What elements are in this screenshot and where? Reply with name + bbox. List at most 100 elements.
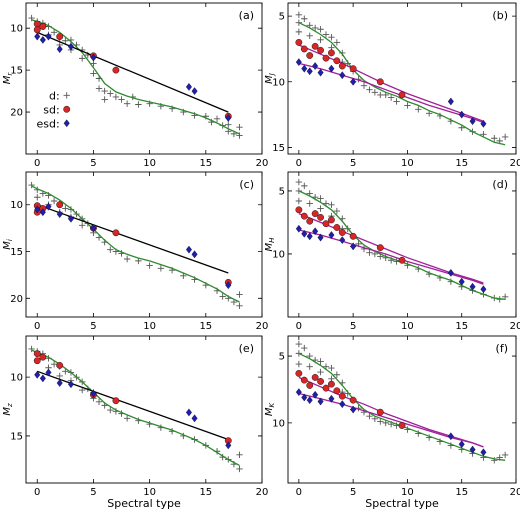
d-point	[213, 115, 221, 122]
esd-point	[301, 229, 308, 238]
sd-point	[333, 57, 341, 65]
d-point	[317, 195, 324, 202]
d-point	[317, 36, 324, 43]
d-point	[301, 182, 308, 190]
esd-point	[480, 119, 487, 128]
d-point	[295, 28, 303, 36]
d-point	[34, 194, 41, 201]
d-point	[317, 368, 324, 376]
sd-point	[56, 361, 64, 369]
sd-point	[311, 42, 319, 50]
sd-point	[39, 353, 47, 361]
esd-point	[447, 97, 454, 106]
esd-point	[185, 408, 192, 417]
d-point	[306, 32, 313, 40]
esd-point	[90, 389, 97, 398]
plot-area-f	[295, 340, 509, 464]
esd-point	[225, 281, 232, 290]
x-tick-label: 0	[34, 487, 40, 498]
legend-marker-plus	[63, 92, 70, 99]
esd-point	[191, 414, 198, 423]
d-point	[78, 55, 86, 62]
d-point	[95, 85, 103, 92]
legend-label: d:	[49, 89, 60, 102]
esd-point	[458, 110, 465, 119]
d-point	[135, 101, 142, 108]
d-point	[366, 412, 373, 420]
y-tick-label: 15	[10, 431, 23, 442]
esd-point	[185, 245, 192, 254]
sd-point	[376, 244, 384, 252]
sd-point	[376, 408, 384, 416]
panel-label: (d)	[492, 178, 508, 191]
esd-point	[306, 67, 313, 76]
y-axis-label: MK	[264, 401, 276, 416]
d-point	[219, 293, 226, 300]
d-point	[123, 255, 131, 263]
d-point	[236, 302, 243, 309]
esd-point	[469, 117, 476, 126]
axes-frame	[25, 171, 263, 318]
axes-frame	[287, 171, 517, 318]
x-tick-label: 0	[34, 158, 40, 169]
x-tick-label: 5	[350, 158, 356, 169]
esd-point	[185, 83, 192, 91]
esd-point	[295, 388, 302, 397]
sd-point	[376, 78, 384, 86]
d-point	[306, 363, 313, 370]
sd-point	[112, 229, 120, 237]
sd-point	[328, 380, 335, 388]
esd-point	[301, 64, 308, 73]
y-tick-label: 15	[272, 143, 285, 154]
x-tick-label: 10	[401, 158, 414, 169]
x-tick-label: 20	[510, 321, 520, 332]
x-tick-label: 10	[143, 321, 156, 332]
d-point	[67, 206, 75, 213]
d-point	[28, 181, 35, 189]
sd-point	[322, 220, 330, 228]
y-tick-label: 10	[10, 24, 23, 35]
esd-point	[317, 397, 324, 406]
panel-b: 0 5 10 15 20 5 10 15 (b) MJ	[264, 2, 520, 169]
y-tick-label: 10	[272, 249, 285, 260]
sd-point	[295, 370, 303, 377]
panel-label: (c)	[239, 178, 254, 191]
plot-area-e	[28, 345, 243, 473]
esd-point	[312, 390, 319, 399]
fit-line-sd_esd	[36, 370, 229, 441]
d-point	[501, 133, 509, 141]
sd-point	[328, 49, 335, 57]
sd-point	[33, 26, 41, 34]
esd-point	[350, 242, 357, 251]
x-tick-label: 10	[401, 321, 414, 332]
y-tick-label: 20	[10, 294, 23, 305]
d-point	[118, 96, 125, 103]
esd-point	[350, 405, 357, 414]
d-point	[123, 100, 131, 107]
sd-point	[349, 396, 357, 404]
esd-point	[90, 53, 97, 62]
x-tick-label: 20	[256, 321, 269, 332]
esd-point	[67, 214, 74, 223]
y-tick-label: 10	[10, 373, 23, 384]
sd-point	[56, 33, 64, 40]
esd-point	[317, 233, 324, 242]
panel-label: (e)	[239, 342, 254, 355]
axes-frame	[287, 2, 517, 155]
esd-point	[301, 393, 308, 402]
y-tick-label: 15	[10, 247, 23, 258]
d-point	[333, 371, 341, 378]
sd-point	[311, 210, 319, 218]
d-point	[371, 89, 379, 96]
d-point	[28, 345, 35, 353]
panel-a: 0 5 10 15 20 10 15 20 (a) Mr d:sd:esd:	[2, 2, 268, 169]
esd-point	[295, 224, 302, 233]
y-axis-label: Mz	[2, 403, 14, 416]
esd-point	[447, 432, 454, 441]
sd-point	[112, 66, 120, 74]
sd-point	[306, 217, 314, 225]
d-point	[377, 418, 384, 425]
axes-frame	[287, 335, 517, 484]
fit-line-sd	[298, 376, 484, 448]
